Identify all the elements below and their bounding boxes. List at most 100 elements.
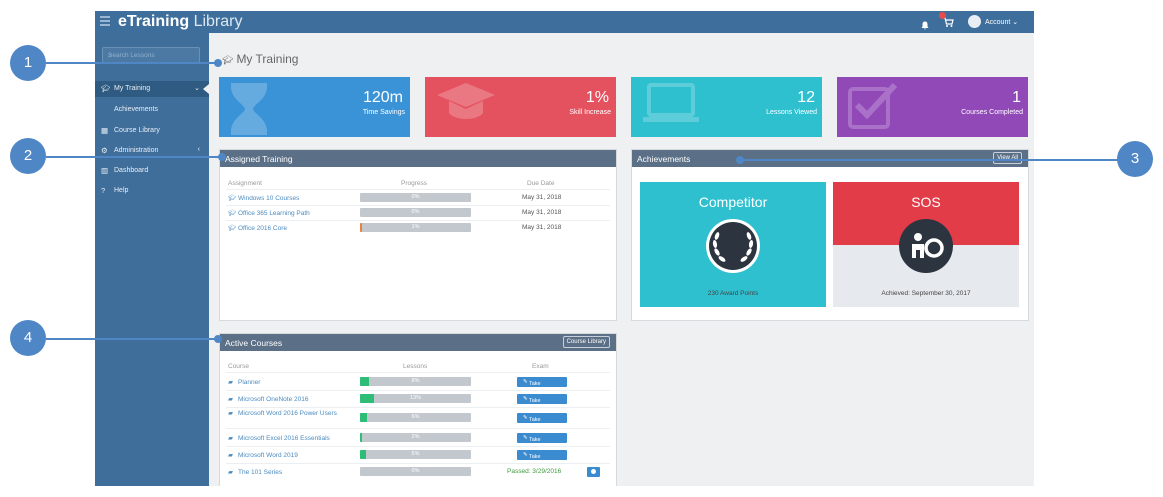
sidebar-item-label: Course Library xyxy=(114,127,160,134)
account-menu[interactable]: Account ⌄ xyxy=(985,19,1019,26)
app-title[interactable]: eTraining Library xyxy=(118,13,243,30)
achievement-name: SOS xyxy=(911,194,941,210)
course-link-planner[interactable]: ▰ Planner xyxy=(228,379,261,386)
progress-bar: 0% xyxy=(360,208,471,217)
callout-line xyxy=(46,338,218,340)
progress-bar: 2% xyxy=(360,433,471,442)
sidebar-item-label: Administration xyxy=(114,147,159,154)
sidebar-item-administration[interactable]: ⚙ Administration ‹ xyxy=(95,143,209,159)
course-link-excel-essentials[interactable]: ▰ Microsoft Excel 2016 Essentials xyxy=(228,435,330,442)
column-header-course: Course xyxy=(228,363,249,370)
hamburger-menu-icon[interactable] xyxy=(100,16,110,26)
column-header-progress: Progress xyxy=(401,180,428,187)
progress-bar: 0% xyxy=(360,193,471,202)
progress-bar: 8% xyxy=(360,377,471,386)
assignment-link-office-365[interactable]: 🎓︎ Office 365 Learning Path xyxy=(228,210,310,217)
take-exam-button[interactable]: ✎ Take Exam xyxy=(517,433,567,449)
graduation-cap-icon: 🎓︎ xyxy=(101,84,111,93)
stat-tile-courses-completed: 1 Courses Completed xyxy=(837,77,1028,137)
sidebar-item-course-library[interactable]: ▦ Course Library xyxy=(95,123,209,139)
achievement-card-competitor[interactable]: Competitor 230 Award Points xyxy=(640,182,826,307)
graduation-cap-icon xyxy=(437,83,495,119)
callout-dot xyxy=(214,335,222,343)
assignment-link-office-2016[interactable]: 🎓︎ Office 2016 Core xyxy=(228,225,288,232)
library-icon: ▦ xyxy=(101,126,109,135)
column-header-due-date: Due Date xyxy=(527,180,555,187)
take-exam-button[interactable]: ✎ Take Exam xyxy=(517,377,567,393)
cart-icon[interactable] xyxy=(939,12,954,28)
sidebar-item-label: Achievements xyxy=(114,106,158,113)
notification-dot xyxy=(939,12,946,19)
panel-title: Assigned Training xyxy=(225,154,293,164)
stat-value: 12 xyxy=(797,89,815,106)
progress-bar: 1% xyxy=(360,223,471,232)
callout-line xyxy=(46,62,218,64)
callout-1: 1 xyxy=(10,45,46,81)
bar-chart-icon: ▥ xyxy=(101,166,109,175)
stat-tile-skill-increase: 1% Skill Increase xyxy=(425,77,616,137)
course-link-word-2019[interactable]: ▰ Microsoft Word 2019 xyxy=(228,452,298,459)
search-placeholder: Search Lessons xyxy=(108,52,155,59)
chevron-down-icon: ⌄ xyxy=(194,85,200,92)
callout-dot xyxy=(214,59,222,67)
panel-header: Active Courses Course Library xyxy=(220,334,616,351)
graduation-cap-icon: 🎓︎ xyxy=(228,195,237,202)
course-link-onenote[interactable]: ▰ Microsoft OneNote 2016 xyxy=(228,396,309,403)
course-link-word-power-users[interactable]: ▰ Microsoft Word 2016 Power Users xyxy=(228,410,337,417)
callout-4: 4 xyxy=(10,320,46,356)
assigned-training-panel: Assigned Training Assignment Progress Du… xyxy=(219,149,617,321)
panel-title: Achievements xyxy=(637,154,691,164)
due-date: May 31, 2018 xyxy=(522,194,562,201)
take-exam-button[interactable]: ✎ Take Exam xyxy=(517,394,567,410)
sidebar-item-achievements[interactable]: Achievements xyxy=(95,102,209,118)
book-icon: ▰ xyxy=(228,379,233,386)
achievement-footer: 230 Award Points xyxy=(707,290,759,297)
assignment-link-windows-10[interactable]: 🎓︎ Windows 10 Courses xyxy=(228,195,300,202)
book-icon: ▰ xyxy=(228,410,233,417)
bell-icon[interactable] xyxy=(921,17,929,30)
take-exam-button[interactable]: ✎ Take Exam xyxy=(517,413,567,429)
callout-line xyxy=(46,156,222,158)
sidebar-item-my-training[interactable]: 🎓︎ My Training ⌄ xyxy=(95,81,209,97)
callout-dot xyxy=(736,156,744,164)
stat-value: 120m xyxy=(362,89,403,106)
achievement-footer: Achieved: September 30, 2017 xyxy=(881,290,971,297)
progress-bar: 0% xyxy=(360,467,471,476)
info-button[interactable] xyxy=(587,467,600,477)
column-header-lessons: Lessons xyxy=(403,363,428,370)
avatar[interactable] xyxy=(968,15,981,28)
app-window: eTraining Library Account ⌄ Search Lesso… xyxy=(95,11,1034,486)
page-title: 🎓︎ My Training xyxy=(222,52,299,66)
panel-header: Achievements View All xyxy=(632,150,1028,167)
book-icon: ▰ xyxy=(228,435,233,442)
stat-caption: Skill Increase xyxy=(569,109,611,116)
book-icon: ▰ xyxy=(228,396,233,403)
search-icon[interactable]: ⌕ xyxy=(108,51,113,60)
book-icon: ▰ xyxy=(228,469,233,476)
callout-3: 3 xyxy=(1117,141,1153,177)
graduation-cap-icon: 🎓︎ xyxy=(222,55,234,65)
sidebar-item-dashboard[interactable]: ▥ Dashboard xyxy=(95,163,209,179)
achievement-card-sos[interactable]: SOS Achieved: September 30, 2017 xyxy=(833,182,1019,307)
top-bar: eTraining Library Account ⌄ xyxy=(95,11,1034,33)
take-exam-button[interactable]: ✎ Take Exam xyxy=(517,450,567,466)
due-date: May 31, 2018 xyxy=(522,224,562,231)
sidebar-item-help[interactable]: ? Help xyxy=(95,183,209,199)
search-input[interactable]: Search Lessons ⌕ xyxy=(102,47,200,63)
panel-title: Active Courses xyxy=(225,338,283,348)
graduation-cap-icon: 🎓︎ xyxy=(228,210,237,217)
sidebar: Search Lessons ⌕ 🎓︎ My Training ⌄ Achiev… xyxy=(95,33,209,486)
stat-value: 1% xyxy=(585,89,609,106)
course-link-101-series[interactable]: ▰ The 101 Series xyxy=(228,469,283,476)
exam-passed-status: Passed: 3/29/2016 xyxy=(507,468,562,475)
sidebar-item-label: Dashboard xyxy=(114,167,149,174)
progress-bar: 5% xyxy=(360,450,471,459)
stat-caption: Courses Completed xyxy=(961,109,1023,116)
course-library-button[interactable]: Course Library xyxy=(562,336,610,348)
hourglass-icon xyxy=(231,83,267,135)
column-header-exam: Exam xyxy=(532,363,549,370)
laptop-icon xyxy=(643,83,699,122)
view-all-button[interactable]: View All xyxy=(993,152,1022,164)
callout-line xyxy=(740,159,1120,161)
stat-tile-time-savings: 120m Time Savings xyxy=(219,77,410,137)
